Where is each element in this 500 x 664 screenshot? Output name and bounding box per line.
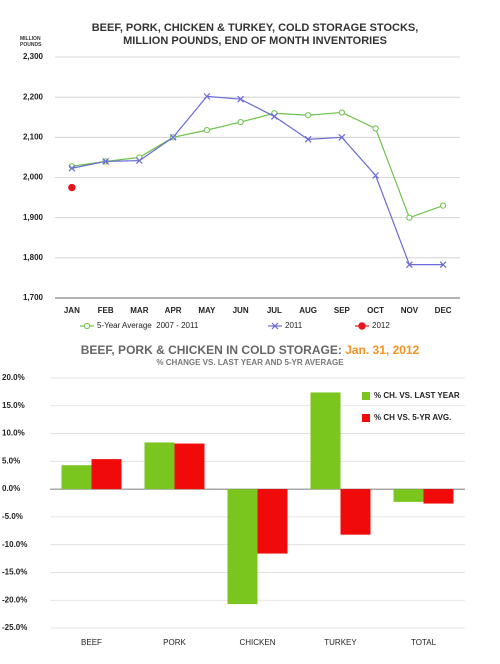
point-marker (372, 172, 380, 179)
x-tick-label: APR (165, 306, 182, 315)
x-tick-label: PORK (163, 638, 186, 647)
y-tick-label: 2,300 (23, 52, 44, 61)
chart-subtitle: % CHANGE VS. LAST YEAR AND 5-YR AVERAGE (156, 358, 344, 367)
series-line (71, 111, 444, 219)
point-marker (270, 113, 278, 120)
x-tick-label: MAY (198, 306, 216, 315)
y-tick-label: 1,700 (23, 293, 44, 302)
x-tick-label: OCT (367, 306, 384, 315)
y-tick-label: 1,800 (23, 253, 44, 262)
point-marker (102, 158, 110, 165)
chart-title: BEEF, PORK & CHICKEN IN COLD STORAGE: Ja… (0, 343, 500, 357)
bar (227, 489, 258, 605)
point-marker (203, 92, 211, 100)
x-tick-label: JUN (233, 306, 249, 315)
x-tick-label: FEB (98, 306, 114, 315)
y-tick-label: -25.0% (2, 623, 27, 632)
chart-title: BEEF, PORK, CHICKEN & TURKEY, COLD STORA… (91, 22, 419, 47)
y-tick-label: -5.0% (2, 512, 23, 521)
point-marker (203, 127, 210, 134)
y-axis-label: MILLION POUNDS (20, 36, 42, 48)
bar (393, 489, 424, 502)
y-tick-label: 2,000 (23, 173, 44, 182)
x-tick-label: JAN (64, 306, 80, 315)
x-tick-label: AUG (299, 306, 317, 315)
x-tick-label: SEP (334, 306, 351, 315)
bar (257, 489, 288, 554)
legend-marker (271, 322, 279, 330)
legend-marker (83, 322, 91, 330)
series-line (71, 95, 444, 266)
point-marker (305, 112, 312, 119)
point-marker (440, 202, 447, 209)
bar (91, 459, 122, 490)
bar (423, 489, 454, 504)
legend-label: 2012 (372, 321, 390, 330)
legend-label: % CH. VS. LAST YEAR (374, 391, 460, 400)
point-marker (338, 133, 346, 141)
point-marker (406, 214, 413, 221)
title-date: Jan. 31, 2012 (345, 343, 420, 357)
y-tick-label: 2,100 (23, 132, 44, 141)
y-tick-label: 15.0% (2, 401, 25, 410)
x-tick-label: TOTAL (411, 638, 437, 647)
point-marker (135, 157, 143, 165)
point-marker (405, 261, 413, 269)
legend-label: % CH VS. 5-YR AVG. (374, 413, 451, 422)
legend-label: 5-Year Average 2007 - 2011 (97, 321, 199, 330)
legend-swatch (362, 414, 370, 422)
y-tick-label: -10.0% (2, 540, 27, 549)
legend-swatch (362, 392, 370, 400)
bar (310, 392, 341, 490)
y-tick-label: 0.0% (2, 484, 20, 493)
point-marker (338, 109, 345, 116)
legend-marker (358, 322, 366, 330)
bar (340, 489, 371, 535)
y-tick-label: -15.0% (2, 568, 27, 577)
y-tick-label: 20.0% (2, 373, 25, 382)
bar (144, 442, 175, 490)
bar (61, 465, 92, 490)
point-marker (68, 183, 76, 192)
y-tick-label: 1,900 (23, 213, 44, 222)
x-tick-label: TURKEY (324, 638, 357, 647)
x-tick-label: CHICKEN (239, 638, 275, 647)
point-marker (237, 95, 245, 103)
x-tick-label: DEC (435, 306, 452, 315)
point-marker (237, 118, 244, 126)
point-marker (304, 135, 312, 143)
legend-label: 2011 (285, 321, 303, 330)
y-tick-label: 10.0% (2, 429, 25, 438)
bar (174, 443, 205, 490)
point-marker (439, 261, 447, 269)
y-tick-label: -20.0% (2, 595, 27, 604)
x-tick-label: MAR (130, 306, 148, 315)
y-tick-label: 2,200 (23, 92, 44, 101)
y-tick-label: 5.0% (2, 456, 20, 465)
x-tick-label: BEEF (81, 638, 102, 647)
point-marker (68, 164, 76, 172)
point-marker (169, 133, 177, 141)
x-tick-label: JUL (267, 306, 282, 315)
title-text: BEEF, PORK & CHICKEN IN COLD STORAGE: (80, 343, 342, 357)
x-tick-label: NOV (401, 306, 419, 315)
point-marker (372, 125, 379, 132)
